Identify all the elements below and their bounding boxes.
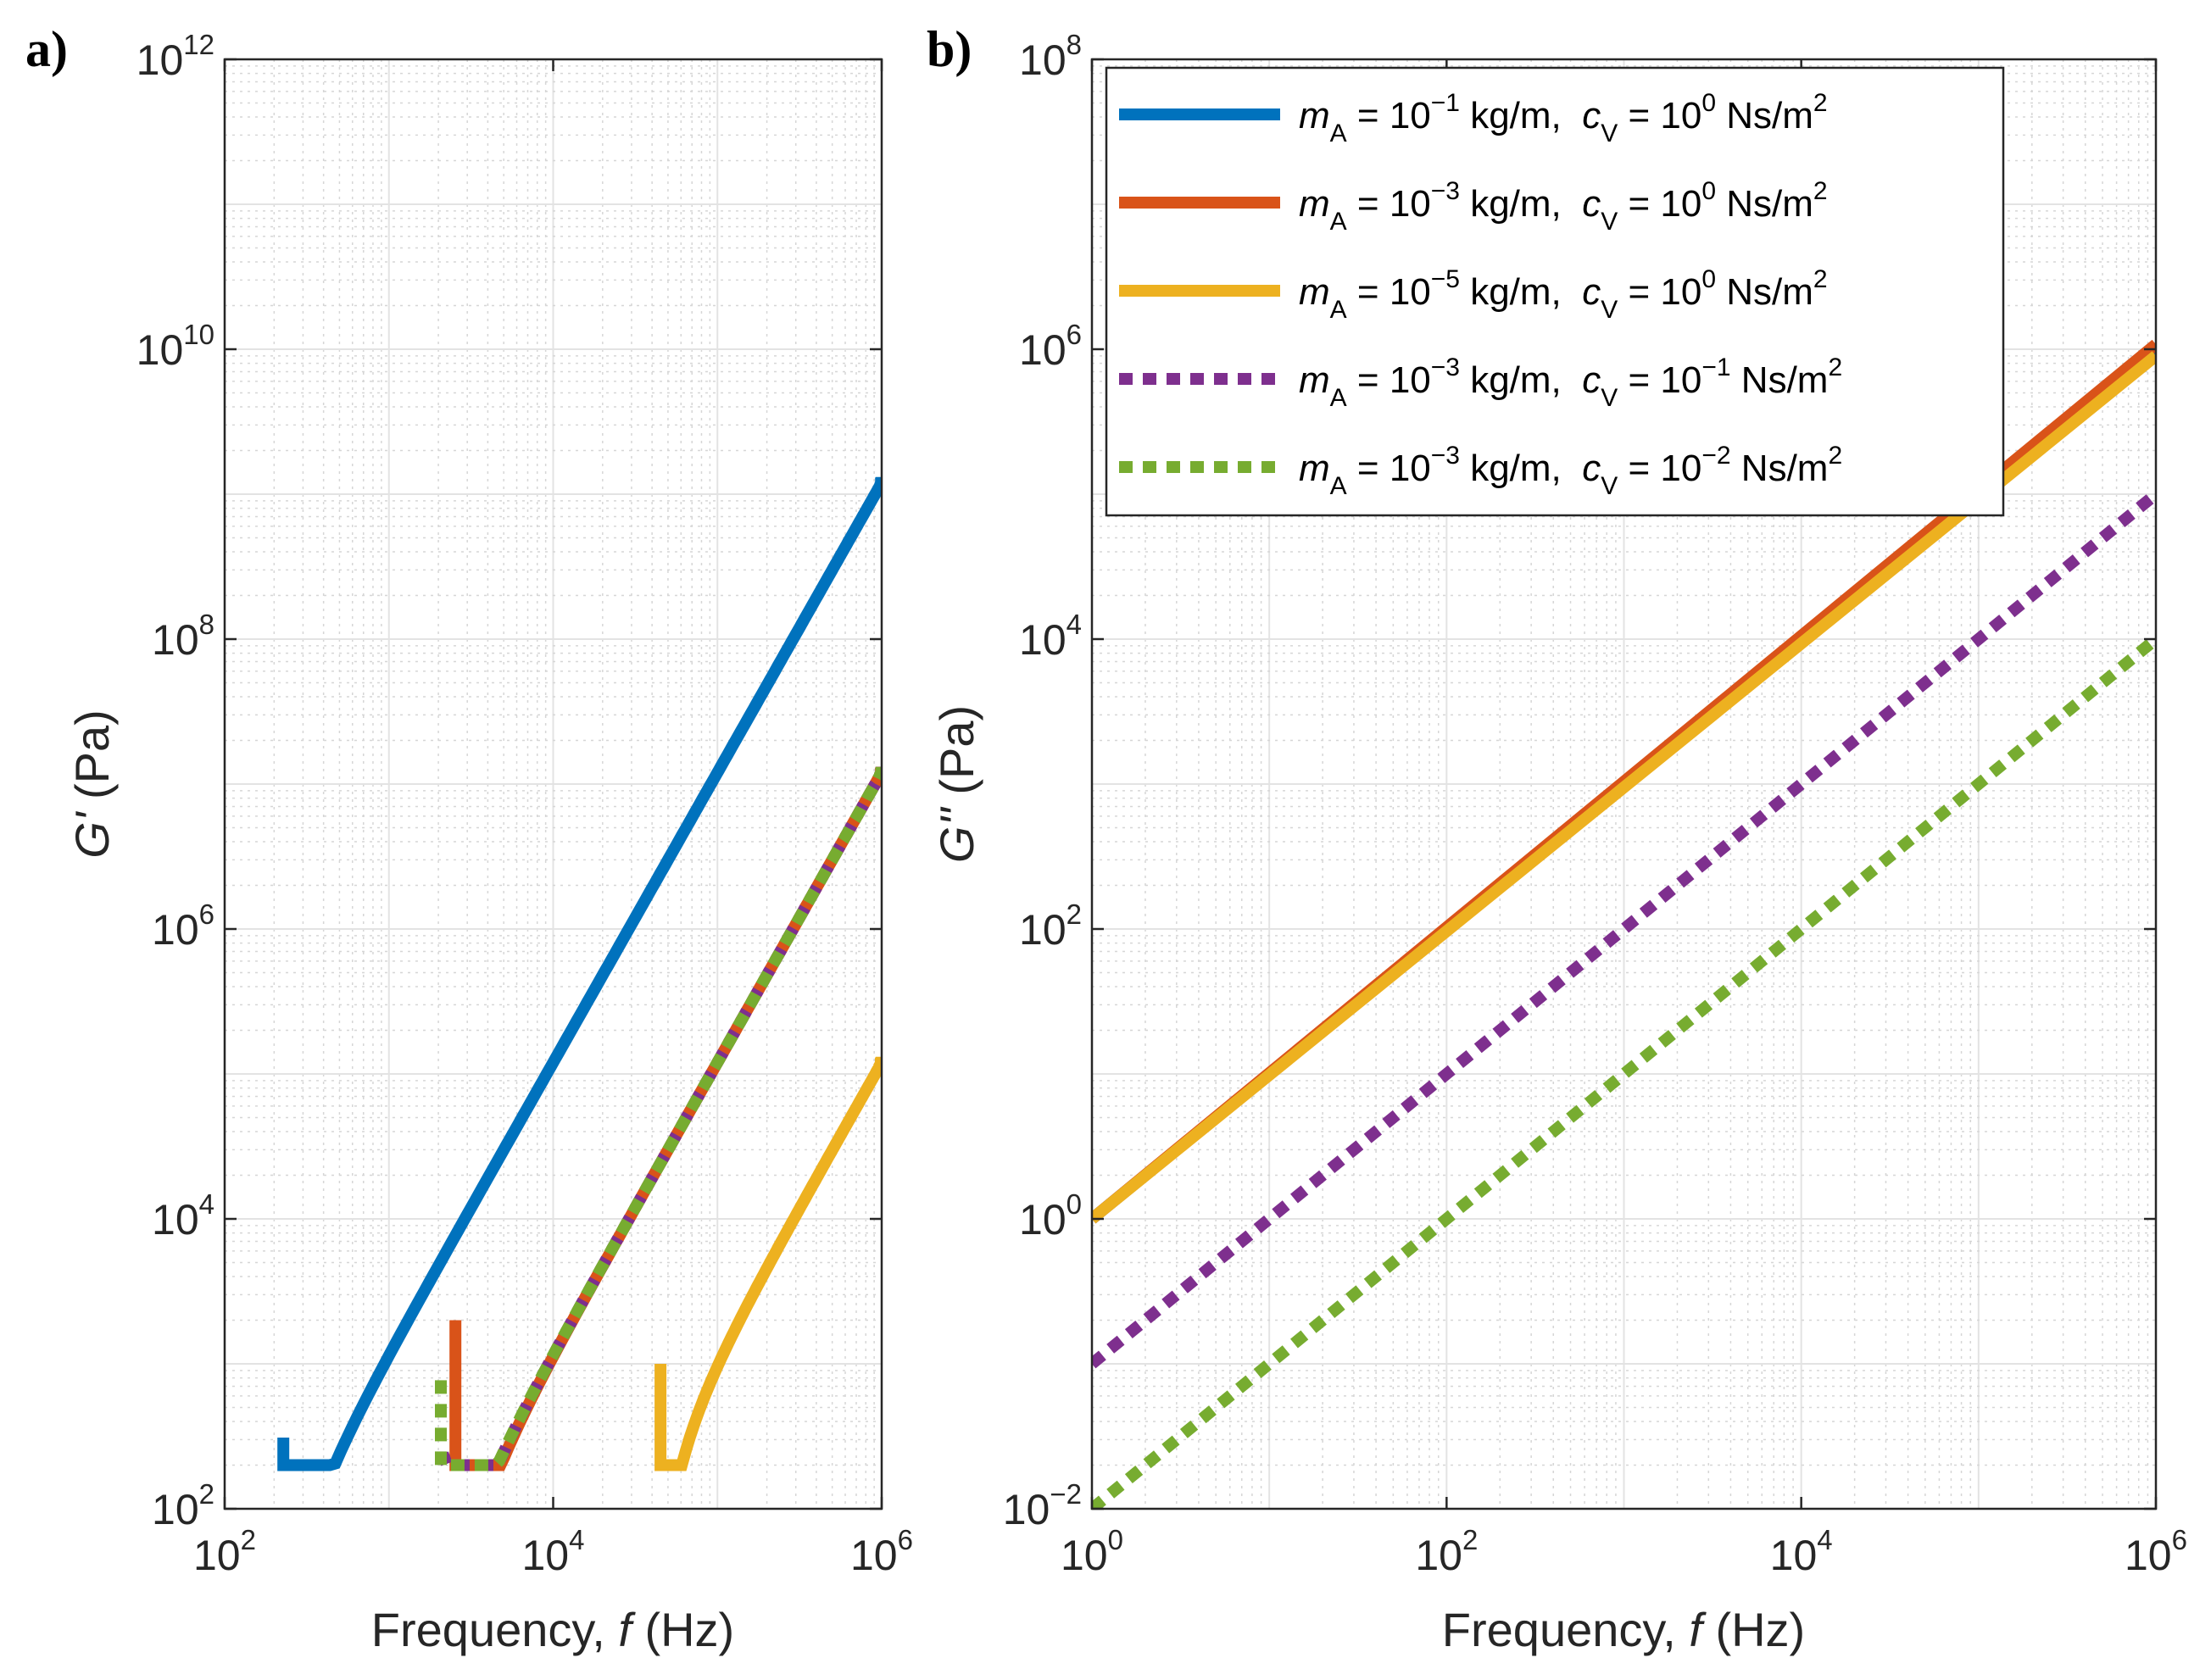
series-line-3 xyxy=(654,1056,882,1471)
panel-b-x-tick-labels: 100 102 104 106 xyxy=(1061,1524,2187,1579)
legend-entry-3: mA = 10−5 kg/m, cV = 100 Ns/m2 xyxy=(1119,265,1828,324)
y-tick-label: 106 xyxy=(1019,319,1082,374)
x-tick-label: 104 xyxy=(522,1524,585,1579)
y-tick-label: 104 xyxy=(1019,609,1082,664)
y-tick-label: 104 xyxy=(152,1188,214,1243)
series-line-5 xyxy=(1092,634,2156,1509)
legend: mA = 10−1 kg/m, cV = 100 Ns/m2 mA = 10−3 … xyxy=(1105,66,2005,517)
legend-entry-4: mA = 10−3 kg/m, cV = 10−1 Ns/m2 xyxy=(1119,353,1842,412)
panel-b-label: b) xyxy=(927,21,972,77)
legend-entry-2: mA = 10−3 kg/m, cV = 100 Ns/m2 xyxy=(1119,177,1828,236)
x-tick-label: 100 xyxy=(1061,1524,1123,1579)
series-line-4 xyxy=(1092,489,2156,1369)
y-tick-label: 108 xyxy=(1019,29,1082,84)
x-tick-label: 104 xyxy=(1770,1524,1833,1579)
series-line-1 xyxy=(277,476,882,1471)
y-tick-label: 102 xyxy=(152,1478,214,1533)
y-tick-label: 108 xyxy=(152,609,214,664)
y-tick-label: 1012 xyxy=(136,29,214,84)
panel-a-tick-marks xyxy=(223,58,883,1510)
legend-entry-1: mA = 10−1 kg/m, cV = 100 Ns/m2 xyxy=(1119,89,1828,147)
y-tick-label: 100 xyxy=(1019,1188,1082,1243)
panel-a-series xyxy=(277,476,882,1471)
x-tick-label: 106 xyxy=(850,1524,913,1579)
panel-a-y-tick-labels: 102 104 106 108 1010 1012 xyxy=(136,29,214,1533)
panel-a-x-tick-labels: 102 104 106 xyxy=(193,1524,913,1579)
panel-b-axes-box xyxy=(1090,58,2158,1510)
x-tick-label: 102 xyxy=(193,1524,256,1579)
panel-a-x-axis-label: Frequency, f (Hz) xyxy=(371,1603,734,1656)
y-tick-label: 1010 xyxy=(136,319,214,374)
panel-b-y-tick-labels: 10−2 100 102 104 106 108 xyxy=(1003,29,1082,1533)
panel-b-tick-marks xyxy=(1090,58,2158,1510)
y-tick-label: 102 xyxy=(1019,898,1082,954)
y-tick-label: 106 xyxy=(152,898,214,954)
legend-label-2: mA = 10−3 kg/m, cV = 100 Ns/m2 xyxy=(1299,177,1828,236)
panel-b-x-axis-label: Frequency, f (Hz) xyxy=(1442,1603,1805,1656)
legend-label-4: mA = 10−3 kg/m, cV = 10−1 Ns/m2 xyxy=(1299,353,1842,412)
panel-a-y-axis-label: G' (Pa) xyxy=(65,709,119,859)
legend-label-3: mA = 10−5 kg/m, cV = 100 Ns/m2 xyxy=(1299,265,1828,324)
panel-b-y-axis-label: G'' (Pa) xyxy=(930,705,983,863)
series-line-5 xyxy=(435,766,882,1471)
legend-entries: mA = 10−1 kg/m, cV = 100 Ns/m2 mA = 10−3 … xyxy=(1119,89,1842,500)
panel-a-grid xyxy=(224,59,882,1510)
panel-a: 102 104 106 102 104 106 108 1010 1012 a) Freque… xyxy=(25,21,913,1656)
x-tick-label: 106 xyxy=(2125,1524,2187,1579)
panel-a-label: a) xyxy=(25,21,68,77)
y-tick-label: 10−2 xyxy=(1003,1478,1082,1533)
legend-entry-5: mA = 10−3 kg/m, cV = 10−2 Ns/m2 xyxy=(1119,442,1842,500)
x-tick-label: 102 xyxy=(1415,1524,1478,1579)
legend-label-5: mA = 10−3 kg/m, cV = 10−2 Ns/m2 xyxy=(1299,442,1842,500)
legend-label-1: mA = 10−1 kg/m, cV = 100 Ns/m2 xyxy=(1299,89,1828,147)
